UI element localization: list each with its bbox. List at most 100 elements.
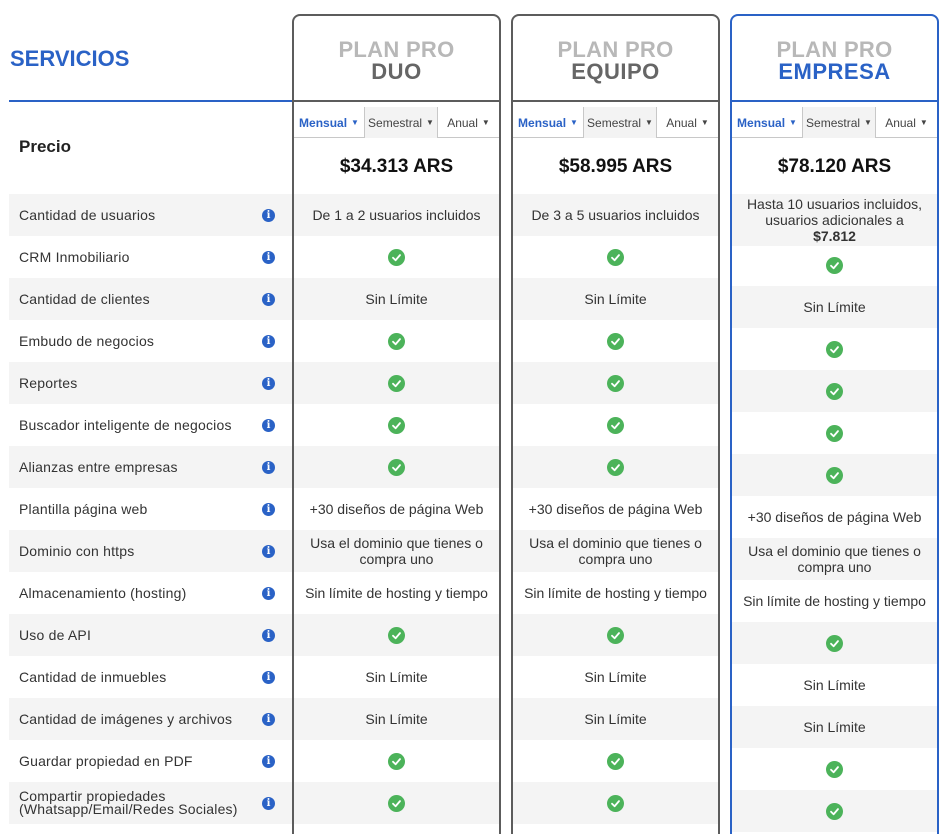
period-option-mensual[interactable]: Mensual ▼	[513, 107, 583, 138]
info-icon[interactable]: i	[262, 712, 275, 726]
feature-row: Cantidad de clientes i	[9, 278, 293, 320]
period-label: Semestral	[368, 115, 423, 130]
caret-down-icon: ▼	[919, 118, 928, 127]
info-icon[interactable]: i	[262, 502, 275, 516]
feature-included-cell	[732, 790, 937, 832]
feature-row: Dominio con https i	[9, 530, 293, 572]
feature-row: Plantilla página web i	[9, 488, 293, 530]
period-option-mensual[interactable]: Mensual ▼	[732, 107, 802, 138]
caret-down-icon: ▼	[864, 118, 872, 127]
info-icon[interactable]: i	[262, 670, 275, 684]
services-title: SERVICIOS	[10, 46, 130, 71]
feature-label: Embudo de negocios	[19, 332, 155, 349]
price-label: Precio	[19, 137, 71, 156]
info-icon[interactable]: i	[262, 544, 275, 558]
feature-row: Cantidad de usuarios i	[9, 194, 293, 236]
feature-value-cell: Sin Límite	[732, 706, 937, 748]
caret-down-icon: ▼	[481, 118, 490, 127]
period-label: Mensual	[737, 115, 786, 130]
feature-included-cell	[732, 244, 937, 286]
feature-value-cell: +30 diseños de página Web	[747, 509, 922, 525]
info-icon[interactable]: i	[262, 754, 275, 768]
info-icon[interactable]: i	[262, 628, 275, 642]
check-circle-icon	[607, 458, 624, 476]
period-label: Semestral	[587, 115, 642, 130]
period-label: Semestral	[806, 115, 861, 130]
feature-row: Alianzas entre empresas i	[9, 446, 293, 488]
feature-value-cell: Sin Límite	[584, 669, 647, 685]
billing-period-selector: Mensual ▼ Semestral ▼ Anual ▼	[513, 107, 718, 138]
feature-included-cell	[294, 362, 499, 404]
check-circle-icon	[388, 794, 405, 812]
period-option-semestral[interactable]: Semestral ▼	[364, 107, 438, 138]
feature-label: Cantidad de imágenes y archivos	[19, 710, 233, 727]
feature-label: Uso de API	[19, 626, 92, 643]
feature-label: Almacenamiento (hosting)	[19, 584, 187, 601]
check-circle-icon	[388, 458, 405, 476]
feature-value-cell: De 3 a 5 usuarios incluidos	[513, 194, 718, 236]
info-icon[interactable]: i	[262, 334, 275, 348]
feature-label: CRM Inmobiliario	[19, 248, 130, 265]
check-circle-icon	[826, 382, 843, 400]
feature-row: Buscador inteligente de negocios i	[9, 404, 293, 446]
period-label: Mensual	[518, 115, 567, 130]
caret-down-icon: ▼	[351, 118, 359, 127]
feature-included-cell	[294, 236, 499, 278]
feature-included-cell	[513, 782, 718, 824]
feature-row: CRM Inmobiliario i	[9, 236, 293, 278]
check-circle-icon	[388, 626, 405, 644]
feature-label: Plantilla página web	[19, 500, 148, 517]
plan-column-duo: PLAN PRO DUO Mensual ▼ Semestral ▼ Anual ▼ $34.3…	[292, 14, 501, 834]
check-circle-icon	[826, 424, 843, 442]
caret-down-icon: ▼	[700, 118, 709, 127]
users-cell: Hasta 10 usuarios incluidos, usuarios ad…	[732, 194, 937, 246]
info-icon[interactable]: i	[262, 796, 275, 810]
feature-value-cell: Usa el dominio que tienes o compra uno	[294, 530, 499, 572]
feature-value-cell: Sin Límite	[294, 698, 499, 740]
feature-included-cell	[732, 622, 937, 664]
feature-included-cell	[732, 370, 937, 412]
feature-label: Buscador inteligente de negocios	[19, 416, 232, 433]
period-option-semestral[interactable]: Semestral ▼	[583, 107, 657, 138]
info-icon[interactable]: i	[262, 418, 275, 432]
caret-down-icon: ▼	[789, 118, 797, 127]
plan-header: PLAN PRO EQUIPO	[513, 16, 718, 102]
feature-label: Compartir propiedades (Whatsapp/Email/Re…	[19, 788, 238, 817]
plan-column-empresa: PLAN PRO EMPRESA Mensual ▼ Semestral ▼ Anual ▼ $…	[730, 14, 939, 834]
feature-value-cell: Sin límite de hosting y tiempo	[305, 585, 488, 601]
extra-user-price: $7.812	[813, 228, 856, 244]
check-circle-icon	[826, 634, 843, 652]
feature-value-cell: Sin Límite	[732, 286, 937, 328]
feature-included-cell	[513, 236, 718, 278]
feature-included-cell	[732, 328, 937, 370]
info-icon[interactable]: i	[262, 292, 275, 306]
check-circle-icon	[388, 752, 405, 770]
caret-down-icon: ▼	[645, 118, 653, 127]
plan-header: PLAN PRO EMPRESA	[732, 16, 937, 102]
info-icon[interactable]: i	[262, 376, 275, 390]
feature-included-cell	[294, 614, 499, 656]
feature-included-cell	[732, 412, 937, 454]
plan-price: $34.313 ARS	[339, 156, 454, 177]
period-option-anual[interactable]: Anual ▼	[657, 107, 718, 138]
info-icon[interactable]: i	[262, 586, 275, 600]
check-circle-icon	[826, 760, 843, 778]
feature-label: Cantidad de clientes	[19, 290, 150, 307]
info-icon[interactable]: i	[262, 250, 275, 264]
period-option-anual[interactable]: Anual ▼	[876, 107, 937, 138]
info-icon[interactable]: i	[262, 208, 275, 222]
info-icon[interactable]: i	[262, 460, 275, 474]
check-circle-icon	[388, 332, 405, 350]
feature-value-cell: +30 diseños de página Web	[309, 501, 484, 517]
period-option-anual[interactable]: Anual ▼	[438, 107, 499, 138]
feature-included-cell	[513, 614, 718, 656]
feature-value-cell: Sin Límite	[513, 698, 718, 740]
period-option-semestral[interactable]: Semestral ▼	[802, 107, 876, 138]
check-circle-icon	[607, 248, 624, 266]
plan-prefix: PLAN PRO	[776, 37, 893, 62]
check-circle-icon	[388, 416, 405, 434]
feature-included-cell	[513, 362, 718, 404]
feature-row: Uso de API i	[9, 614, 293, 656]
plan-prefix: PLAN PRO	[338, 37, 455, 62]
period-option-mensual[interactable]: Mensual ▼	[294, 107, 364, 138]
